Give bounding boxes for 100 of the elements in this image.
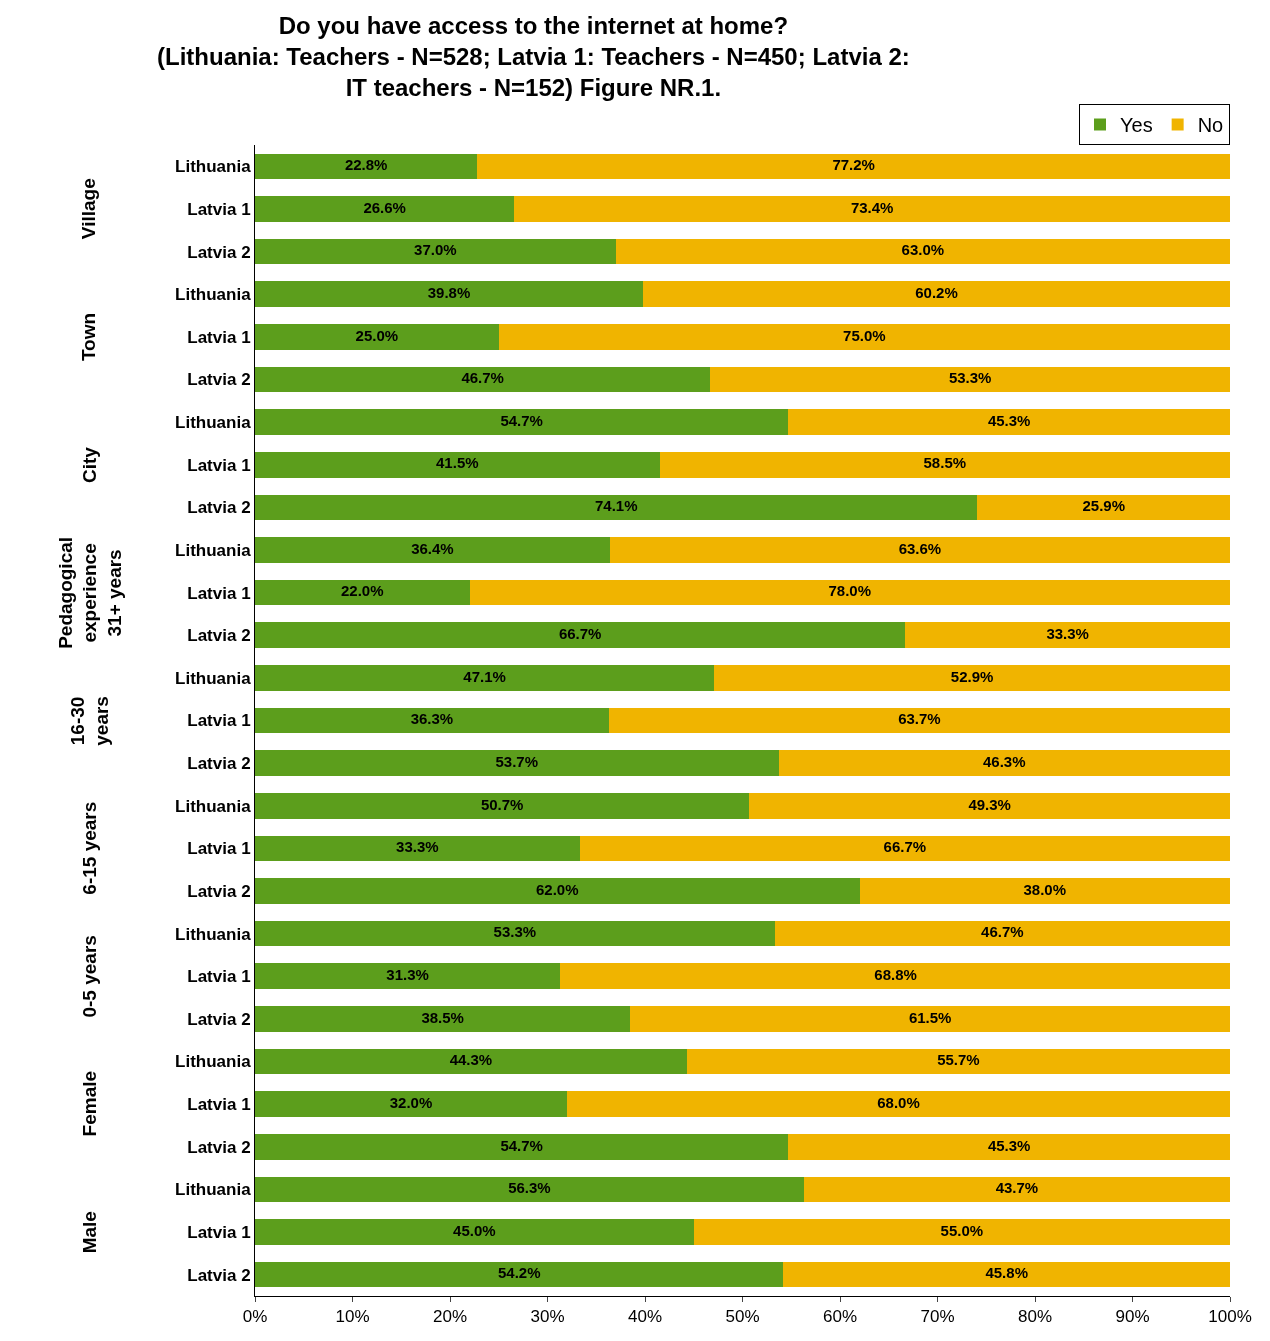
bar: [579, 835, 1230, 862]
data-label: 73.4%: [850, 198, 894, 216]
text: 6-15 years: [78, 801, 100, 895]
bar: [255, 196, 515, 222]
y-tick-label: Latvia 2: [187, 754, 251, 774]
bar: [609, 537, 1230, 563]
data-label: 63.0%: [901, 241, 945, 259]
bar: [255, 1219, 694, 1245]
bar: [255, 324, 499, 350]
data-label: 37.0%: [414, 241, 457, 259]
data-label: 53.3%: [948, 369, 992, 387]
bar: [686, 1048, 1230, 1075]
bar: [255, 622, 906, 649]
data-label: 61.5%: [908, 1008, 952, 1026]
bar: [477, 153, 1230, 180]
data-label: 56.3%: [508, 1179, 551, 1197]
y-tick-label: Latvia 2: [187, 498, 251, 518]
data-label: 31.3%: [386, 966, 429, 984]
y-tick-label: Lithuania: [175, 668, 252, 688]
bar: [255, 451, 660, 478]
data-label: 36.4%: [411, 539, 454, 557]
y-tick-label: Lithuania: [175, 924, 252, 944]
y-tick-label: Lithuania: [175, 157, 252, 177]
x-tick-label: 30%: [530, 1307, 565, 1327]
data-label: 45.8%: [985, 1264, 1028, 1282]
bar: [659, 451, 1230, 478]
y-tick-label: Latvia 2: [187, 1009, 251, 1029]
bar: [615, 238, 1230, 265]
y-tick-label: Latvia 1: [187, 711, 251, 731]
y-tick-label: Latvia 1: [187, 1223, 251, 1243]
legend-label: No: [1197, 114, 1224, 137]
x-tick-label: 60%: [822, 1307, 858, 1327]
bar: [255, 963, 561, 990]
bar: [255, 238, 616, 265]
text: Pedagogical experience 31+ years: [54, 536, 126, 649]
data-label: 50.7%: [480, 795, 524, 813]
data-label: 54.7%: [500, 411, 543, 429]
y-tick-label: Latvia 2: [187, 370, 251, 390]
bar: [788, 1134, 1230, 1160]
bar: [905, 622, 1230, 649]
x-tick-label: 70%: [920, 1307, 955, 1327]
data-label: 26.6%: [363, 198, 406, 216]
data-label: 52.9%: [950, 667, 994, 685]
legend-label: Yes: [1120, 114, 1153, 137]
bar: [255, 494, 978, 521]
data-label: 75.0%: [843, 326, 886, 344]
x-tick-label: 10%: [335, 1307, 370, 1327]
y-tick-label: Lithuania: [175, 540, 252, 560]
data-label: 66.7%: [883, 838, 927, 856]
bar: [567, 1091, 1230, 1117]
text: Male: [79, 1211, 101, 1254]
data-label: 33.3%: [396, 838, 439, 856]
bar: [630, 1006, 1230, 1032]
bar: [803, 1176, 1230, 1203]
data-label: 38.0%: [1023, 880, 1067, 898]
chart-title: Do you have access to the internet at home? (Lithuania: Teachers - N=528; Latvia 1: Teachers - N=450; Latvia 2: IT teachers - N=152) Figure NR.1.: [157, 11, 910, 101]
y-tick-label: Latvia 2: [187, 1137, 251, 1157]
data-label: 47.1%: [463, 667, 506, 685]
bar: [693, 1219, 1230, 1245]
data-label: 62.0%: [535, 880, 579, 898]
y-tick-label: Latvia 1: [187, 1095, 251, 1115]
y-tick-label: Latvia 1: [187, 967, 251, 987]
y-tick-label: Lithuania: [175, 796, 252, 816]
x-tick-label: 0%: [242, 1307, 268, 1327]
data-label: 44.3%: [449, 1051, 493, 1069]
data-label: 74.1%: [594, 497, 638, 515]
data-label: 46.7%: [461, 369, 504, 387]
data-label: 68.0%: [877, 1093, 920, 1111]
text: Female: [79, 1070, 101, 1137]
x-tick-label: 50%: [725, 1307, 760, 1327]
bar: [255, 1091, 567, 1117]
bar: [255, 1048, 687, 1075]
x-tick-label: 100%: [1208, 1307, 1252, 1327]
x-tick-label: 80%: [1017, 1307, 1053, 1327]
bar: [255, 792, 750, 819]
text: 0-5 years: [78, 935, 100, 1018]
bar: [255, 878, 860, 904]
data-label: 36.3%: [410, 710, 454, 728]
y-tick-label: Lithuania: [175, 1052, 252, 1072]
data-label: 66.7%: [558, 624, 602, 642]
data-label: 54.2%: [497, 1264, 541, 1282]
bar: [255, 153, 478, 180]
bar: [608, 707, 1230, 734]
y-tick-label: Latvia 2: [187, 626, 251, 646]
bar: [788, 409, 1230, 435]
bar: [255, 750, 779, 776]
y-tick-label: Lithuania: [175, 413, 252, 433]
data-label: 55.0%: [940, 1221, 984, 1239]
x-tick-label: 90%: [1115, 1307, 1150, 1327]
bar: [498, 324, 1230, 350]
bar: [977, 494, 1230, 521]
bar: [783, 1261, 1230, 1288]
data-label: 45.3%: [987, 1136, 1031, 1154]
data-label: 53.7%: [495, 752, 539, 770]
x-tick-label: 40%: [627, 1307, 663, 1327]
bar: [255, 1006, 631, 1032]
data-label: 46.3%: [983, 752, 1026, 770]
data-label: 45.3%: [987, 411, 1031, 429]
data-label: 39.8%: [427, 283, 471, 301]
x-tick-label: 20%: [432, 1307, 468, 1327]
